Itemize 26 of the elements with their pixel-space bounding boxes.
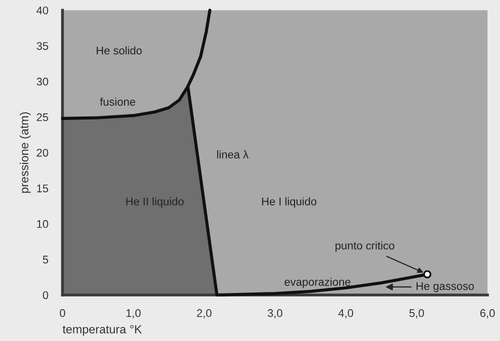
x-tick-label: 4,0 [338, 309, 354, 318]
y-tick-label: 30 [36, 78, 48, 86]
y-tick-label: 10 [37, 220, 48, 228]
x-tick-label: 3,0 [268, 309, 282, 318]
annotation: He gassoso [416, 282, 474, 292]
x-tick-label: 5,0 [409, 309, 424, 318]
y-tick-label: 35 [36, 42, 48, 50]
x-tick-label: 0 [60, 309, 66, 318]
annotation: punto critico [336, 241, 394, 252]
y-tick-label: 15 [37, 184, 48, 192]
annotation: He I liquido [262, 197, 316, 208]
y-tick-label: 0 [42, 291, 48, 300]
annotation: He II liquido [126, 197, 184, 208]
y-tick-label: 5 [42, 256, 48, 264]
x-tick-label: 6,0 [480, 309, 495, 318]
x-tick-label: 1,0 [126, 309, 141, 318]
x-axis-title: temperatura °K [62, 325, 142, 336]
x-tick-label: 2,0 [197, 309, 212, 318]
annotation: He solido [96, 46, 142, 54]
y-axis-title: pressione (atm) [20, 112, 31, 193]
y-tick-label: 20 [36, 148, 48, 157]
annotation: evaporazione [284, 278, 350, 288]
annotation: linea λ [217, 150, 248, 158]
annotation: fusione [100, 98, 136, 106]
y-tick-label: 40 [36, 6, 48, 14]
y-tick-label: 25 [36, 113, 48, 122]
